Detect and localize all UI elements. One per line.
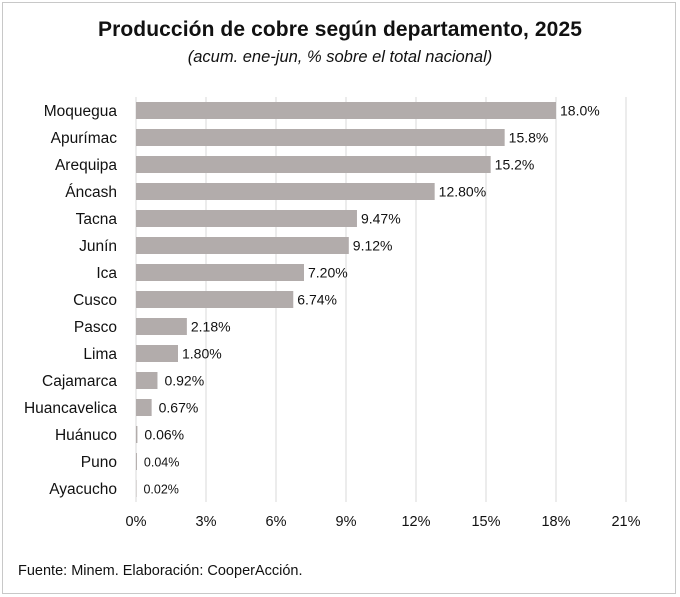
data-label: 2.18% [191, 319, 231, 335]
category-label: Ayacucho [49, 481, 117, 498]
category-label: Huánuco [55, 427, 117, 444]
bar [136, 156, 491, 173]
x-tick-label: 15% [471, 514, 500, 530]
category-label: Pasco [74, 319, 117, 336]
category-label: Arequipa [55, 157, 117, 174]
category-labels: Moquegua Apurímac Arequipa Áncash Tacna Junín… [24, 103, 117, 498]
x-tick-label: 3% [196, 514, 217, 530]
x-tick-labels: 0% 3% 6% 9% 12% 15% 18% 21% [126, 514, 641, 530]
data-label: 1.80% [182, 346, 222, 362]
chart-title: Producción de cobre según departamento, … [97, 18, 583, 41]
data-label: 7.20% [308, 265, 348, 281]
bars [136, 102, 556, 497]
source-note: Fuente: Minem. Elaboración: CooperAcción… [18, 563, 303, 579]
x-tick-label: 9% [336, 514, 357, 530]
data-label: 18.0% [560, 103, 600, 119]
data-label: 0.02% [143, 483, 178, 497]
bar [136, 264, 304, 281]
bar [136, 426, 138, 443]
x-tick-label: 21% [611, 514, 640, 530]
bar [136, 102, 556, 119]
chart-subtitle: (acum. ene-jun, % sobre el total naciona… [187, 48, 493, 66]
bar [136, 129, 505, 146]
bar [136, 399, 152, 416]
bar [136, 345, 178, 362]
data-label: 15.2% [495, 157, 535, 173]
bar [136, 237, 349, 254]
category-label: Cajamarca [42, 373, 117, 390]
category-label: Junín [79, 238, 117, 255]
category-label: Moquegua [44, 103, 118, 120]
data-labels: 18.0% 15.8% 15.2% 12.80% 9.47% 9.12% 7.20% 6.74… [143, 103, 599, 497]
data-label: 0.92% [164, 373, 204, 389]
category-label: Cusco [73, 292, 117, 309]
bar [136, 453, 137, 470]
category-label: Ica [96, 265, 117, 282]
category-label: Puno [81, 454, 117, 471]
data-label: 15.8% [509, 130, 549, 146]
bar [136, 291, 294, 308]
data-label: 0.06% [144, 427, 184, 443]
data-label: 6.74% [297, 292, 337, 308]
data-label: 9.12% [353, 238, 393, 254]
data-label: 9.47% [361, 211, 401, 227]
data-label: 0.67% [159, 400, 199, 416]
category-label: Tacna [76, 211, 118, 228]
data-label: 12.80% [439, 184, 486, 200]
category-label: Apurímac [51, 130, 118, 147]
bar [136, 183, 435, 200]
category-label: Huancavelica [24, 400, 117, 417]
bar [136, 372, 158, 389]
bar [136, 318, 187, 335]
x-tick-label: 6% [266, 514, 287, 530]
x-tick-label: 18% [541, 514, 570, 530]
x-tick-label: 0% [126, 514, 147, 530]
data-label: 0.04% [144, 456, 179, 470]
bar [136, 210, 357, 227]
category-label: Áncash [65, 184, 117, 201]
category-label: Lima [83, 346, 117, 363]
x-tick-label: 12% [401, 514, 430, 530]
